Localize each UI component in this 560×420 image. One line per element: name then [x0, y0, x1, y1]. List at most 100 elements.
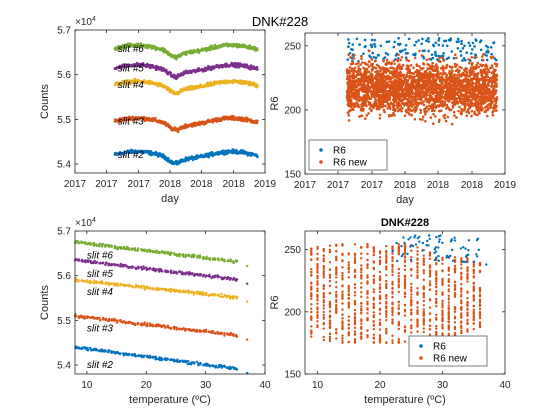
data-point	[394, 85, 398, 88]
data-point	[453, 91, 456, 94]
data-point	[452, 93, 455, 96]
data-point	[419, 108, 422, 112]
data-point	[217, 332, 220, 335]
data-point	[431, 56, 435, 60]
data-point	[359, 63, 363, 66]
data-point	[437, 39, 441, 42]
y-tick-label: 250	[284, 41, 301, 52]
data-point	[472, 67, 475, 71]
data-point	[448, 89, 451, 92]
x-tick-label: 2017	[128, 179, 151, 190]
data-point	[167, 86, 170, 90]
data-point	[352, 73, 355, 76]
data-point	[427, 40, 431, 43]
data-point	[360, 75, 364, 78]
data-point	[179, 359, 182, 362]
data-point	[390, 86, 394, 90]
data-point	[461, 59, 464, 62]
data-point	[462, 89, 466, 92]
data-point	[426, 63, 429, 66]
data-point	[371, 74, 374, 77]
data-point	[136, 322, 139, 325]
data-point	[346, 71, 349, 75]
data-point	[448, 82, 451, 85]
data-point	[478, 96, 481, 99]
data-point	[488, 90, 491, 93]
data-point	[490, 79, 494, 83]
data-point	[369, 77, 373, 81]
data-point	[433, 79, 437, 82]
data-point	[459, 49, 463, 53]
data-point	[256, 48, 259, 51]
data-point	[399, 50, 403, 54]
data-point	[400, 98, 404, 102]
data-point	[363, 45, 367, 49]
data-point	[460, 42, 463, 46]
data-point	[420, 42, 423, 46]
data-point	[453, 102, 457, 106]
data-point	[437, 37, 441, 40]
data-point	[364, 78, 367, 81]
data-point	[384, 96, 387, 99]
data-point	[393, 94, 397, 98]
data-point	[422, 62, 426, 66]
data-point	[353, 105, 357, 108]
data-point	[402, 91, 405, 94]
data-point	[374, 91, 378, 95]
data-point	[405, 58, 409, 62]
data-point	[476, 61, 480, 65]
data-point	[346, 58, 350, 61]
data-point	[444, 85, 447, 89]
data-point	[470, 104, 473, 108]
data-point	[383, 93, 386, 96]
data-point	[418, 65, 421, 68]
data-point	[429, 116, 433, 119]
data-point	[352, 93, 356, 96]
data-point	[481, 55, 484, 58]
data-point	[450, 71, 454, 74]
data-point	[380, 81, 384, 85]
data-point	[91, 315, 95, 319]
data-point	[151, 324, 154, 327]
data-point	[450, 87, 454, 90]
data-point	[495, 109, 498, 112]
data-point	[413, 56, 417, 60]
data-point	[347, 38, 350, 41]
data-point	[357, 59, 360, 63]
data-point	[432, 112, 435, 116]
data-point	[360, 57, 363, 60]
series-label: slit #5	[118, 63, 145, 74]
data-point	[480, 69, 483, 72]
data-point	[106, 319, 110, 323]
data-point	[229, 331, 232, 335]
data-point	[431, 61, 434, 65]
data-point	[85, 348, 89, 352]
data-point	[489, 56, 493, 59]
data-point	[235, 148, 238, 152]
data-point	[420, 74, 424, 77]
data-point	[255, 121, 259, 125]
data-point	[404, 78, 408, 82]
data-point	[481, 94, 484, 98]
data-point	[347, 45, 350, 48]
data-point	[465, 68, 469, 71]
data-point	[383, 85, 386, 88]
data-point	[378, 113, 382, 117]
data-point	[481, 63, 485, 67]
data-point	[441, 82, 444, 85]
data-point	[476, 113, 479, 117]
data-point	[384, 69, 387, 73]
data-point	[436, 74, 439, 78]
data-point	[492, 86, 496, 90]
data-point	[418, 70, 421, 74]
data-point	[149, 150, 153, 153]
x-tick-label: 2018	[427, 180, 450, 191]
data-point	[480, 88, 483, 91]
data-point	[402, 104, 406, 107]
data-point	[492, 92, 496, 95]
data-point	[444, 78, 447, 82]
data-point	[348, 90, 352, 93]
data-point	[362, 104, 366, 107]
data-point	[459, 84, 463, 87]
data-point	[448, 65, 452, 68]
